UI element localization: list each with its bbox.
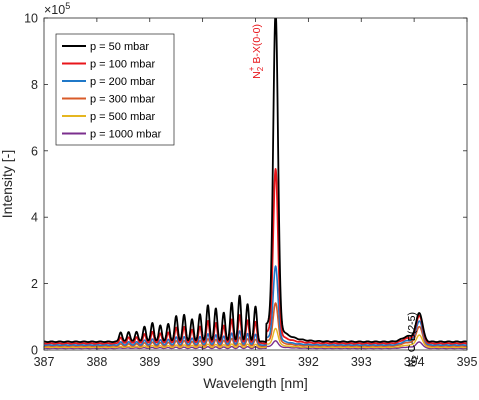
y-tick-label: 6 (31, 144, 38, 158)
series-line-3 (44, 302, 467, 348)
x-tick-label: 391 (245, 355, 266, 369)
x-tick-label: 389 (139, 355, 160, 369)
x-tick-label: 387 (34, 355, 55, 369)
legend-label-3: p = 300 mbar (90, 94, 155, 106)
legend-label-5: p = 1000 mbar (90, 129, 162, 141)
y-tick-label: 8 (31, 78, 38, 92)
legend-label-2: p = 200 mbar (90, 76, 155, 88)
x-axis-label: Wavelength [nm] (203, 375, 308, 391)
x-tick-label: 392 (298, 355, 319, 369)
x-tick-label: 394 (404, 355, 425, 369)
annotation-text-1: N2 C-B(2-5) (406, 312, 420, 367)
x-tick-label: 393 (351, 355, 372, 369)
y-tick-label: 0 (31, 344, 38, 358)
y-tick-label: 10 (24, 12, 38, 26)
y-exponent-power: 5 (65, 1, 70, 11)
series-line-2 (44, 265, 467, 347)
annotation-0: N2+ B-X(0-0) (247, 24, 265, 79)
y-axis-label: Intensity [-] (0, 150, 15, 218)
y-exponent-label: ×105 (44, 1, 70, 17)
legend-label-1: p = 100 mbar (90, 59, 155, 71)
x-tick-label: 395 (457, 355, 478, 369)
series-line-0 (44, 18, 467, 343)
series-layer (44, 18, 467, 350)
legend-box (55, 33, 175, 146)
series-line-1 (44, 168, 467, 345)
annotations: N2+ B-X(0-0) N2 C-B(2-5) (247, 24, 420, 367)
x-tick-label: 388 (86, 355, 107, 369)
annotation-1: N2 C-B(2-5) (406, 312, 420, 367)
legend-label-0: p = 50 mbar (90, 41, 149, 53)
y-tick-label: 4 (31, 211, 38, 225)
y-tick-label: 2 (31, 277, 38, 291)
axes-layer: 387 388 389 390 391 392 393 394 395 0 2 4 6 8 10 Wavele… (0, 1, 477, 391)
annotation-text-0: N2+ B-X(0-0) (247, 24, 265, 79)
legend-label-4: p = 500 mbar (90, 111, 155, 123)
legend: p = 50 mbar p = 100 mbar p = 200 mbar p = 3… (55, 33, 175, 146)
x-tick-label: 390 (192, 355, 213, 369)
series-line-4 (44, 327, 467, 349)
